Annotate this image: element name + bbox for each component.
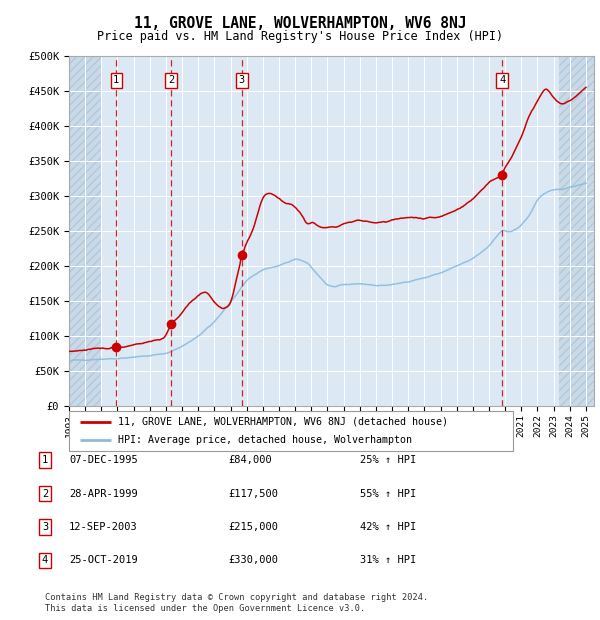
Text: 2: 2 xyxy=(168,75,174,86)
Text: 11, GROVE LANE, WOLVERHAMPTON, WV6 8NJ (detached house): 11, GROVE LANE, WOLVERHAMPTON, WV6 8NJ (… xyxy=(118,417,448,427)
Bar xyxy=(69,56,101,406)
Text: 07-DEC-1995: 07-DEC-1995 xyxy=(69,455,138,465)
Text: Contains HM Land Registry data © Crown copyright and database right 2024.
This d: Contains HM Land Registry data © Crown c… xyxy=(45,593,428,613)
Text: 28-APR-1999: 28-APR-1999 xyxy=(69,489,138,498)
Text: 3: 3 xyxy=(42,522,48,532)
Text: £330,000: £330,000 xyxy=(228,556,278,565)
Text: 3: 3 xyxy=(239,75,245,86)
Text: £84,000: £84,000 xyxy=(228,455,272,465)
Text: 4: 4 xyxy=(499,75,505,86)
Text: HPI: Average price, detached house, Wolverhampton: HPI: Average price, detached house, Wolv… xyxy=(118,435,412,446)
Text: 31% ↑ HPI: 31% ↑ HPI xyxy=(360,556,416,565)
Text: 25% ↑ HPI: 25% ↑ HPI xyxy=(360,455,416,465)
Text: Price paid vs. HM Land Registry's House Price Index (HPI): Price paid vs. HM Land Registry's House … xyxy=(97,30,503,43)
Text: £215,000: £215,000 xyxy=(228,522,278,532)
Text: £117,500: £117,500 xyxy=(228,489,278,498)
Text: 12-SEP-2003: 12-SEP-2003 xyxy=(69,522,138,532)
Text: 4: 4 xyxy=(42,556,48,565)
FancyBboxPatch shape xyxy=(69,411,513,451)
Bar xyxy=(559,56,594,406)
Text: 42% ↑ HPI: 42% ↑ HPI xyxy=(360,522,416,532)
Text: 2: 2 xyxy=(42,489,48,498)
Text: 55% ↑ HPI: 55% ↑ HPI xyxy=(360,489,416,498)
Text: 11, GROVE LANE, WOLVERHAMPTON, WV6 8NJ: 11, GROVE LANE, WOLVERHAMPTON, WV6 8NJ xyxy=(134,16,466,30)
Text: 1: 1 xyxy=(42,455,48,465)
Text: 25-OCT-2019: 25-OCT-2019 xyxy=(69,556,138,565)
Bar xyxy=(69,56,101,406)
Text: 1: 1 xyxy=(113,75,119,86)
Bar xyxy=(559,56,594,406)
